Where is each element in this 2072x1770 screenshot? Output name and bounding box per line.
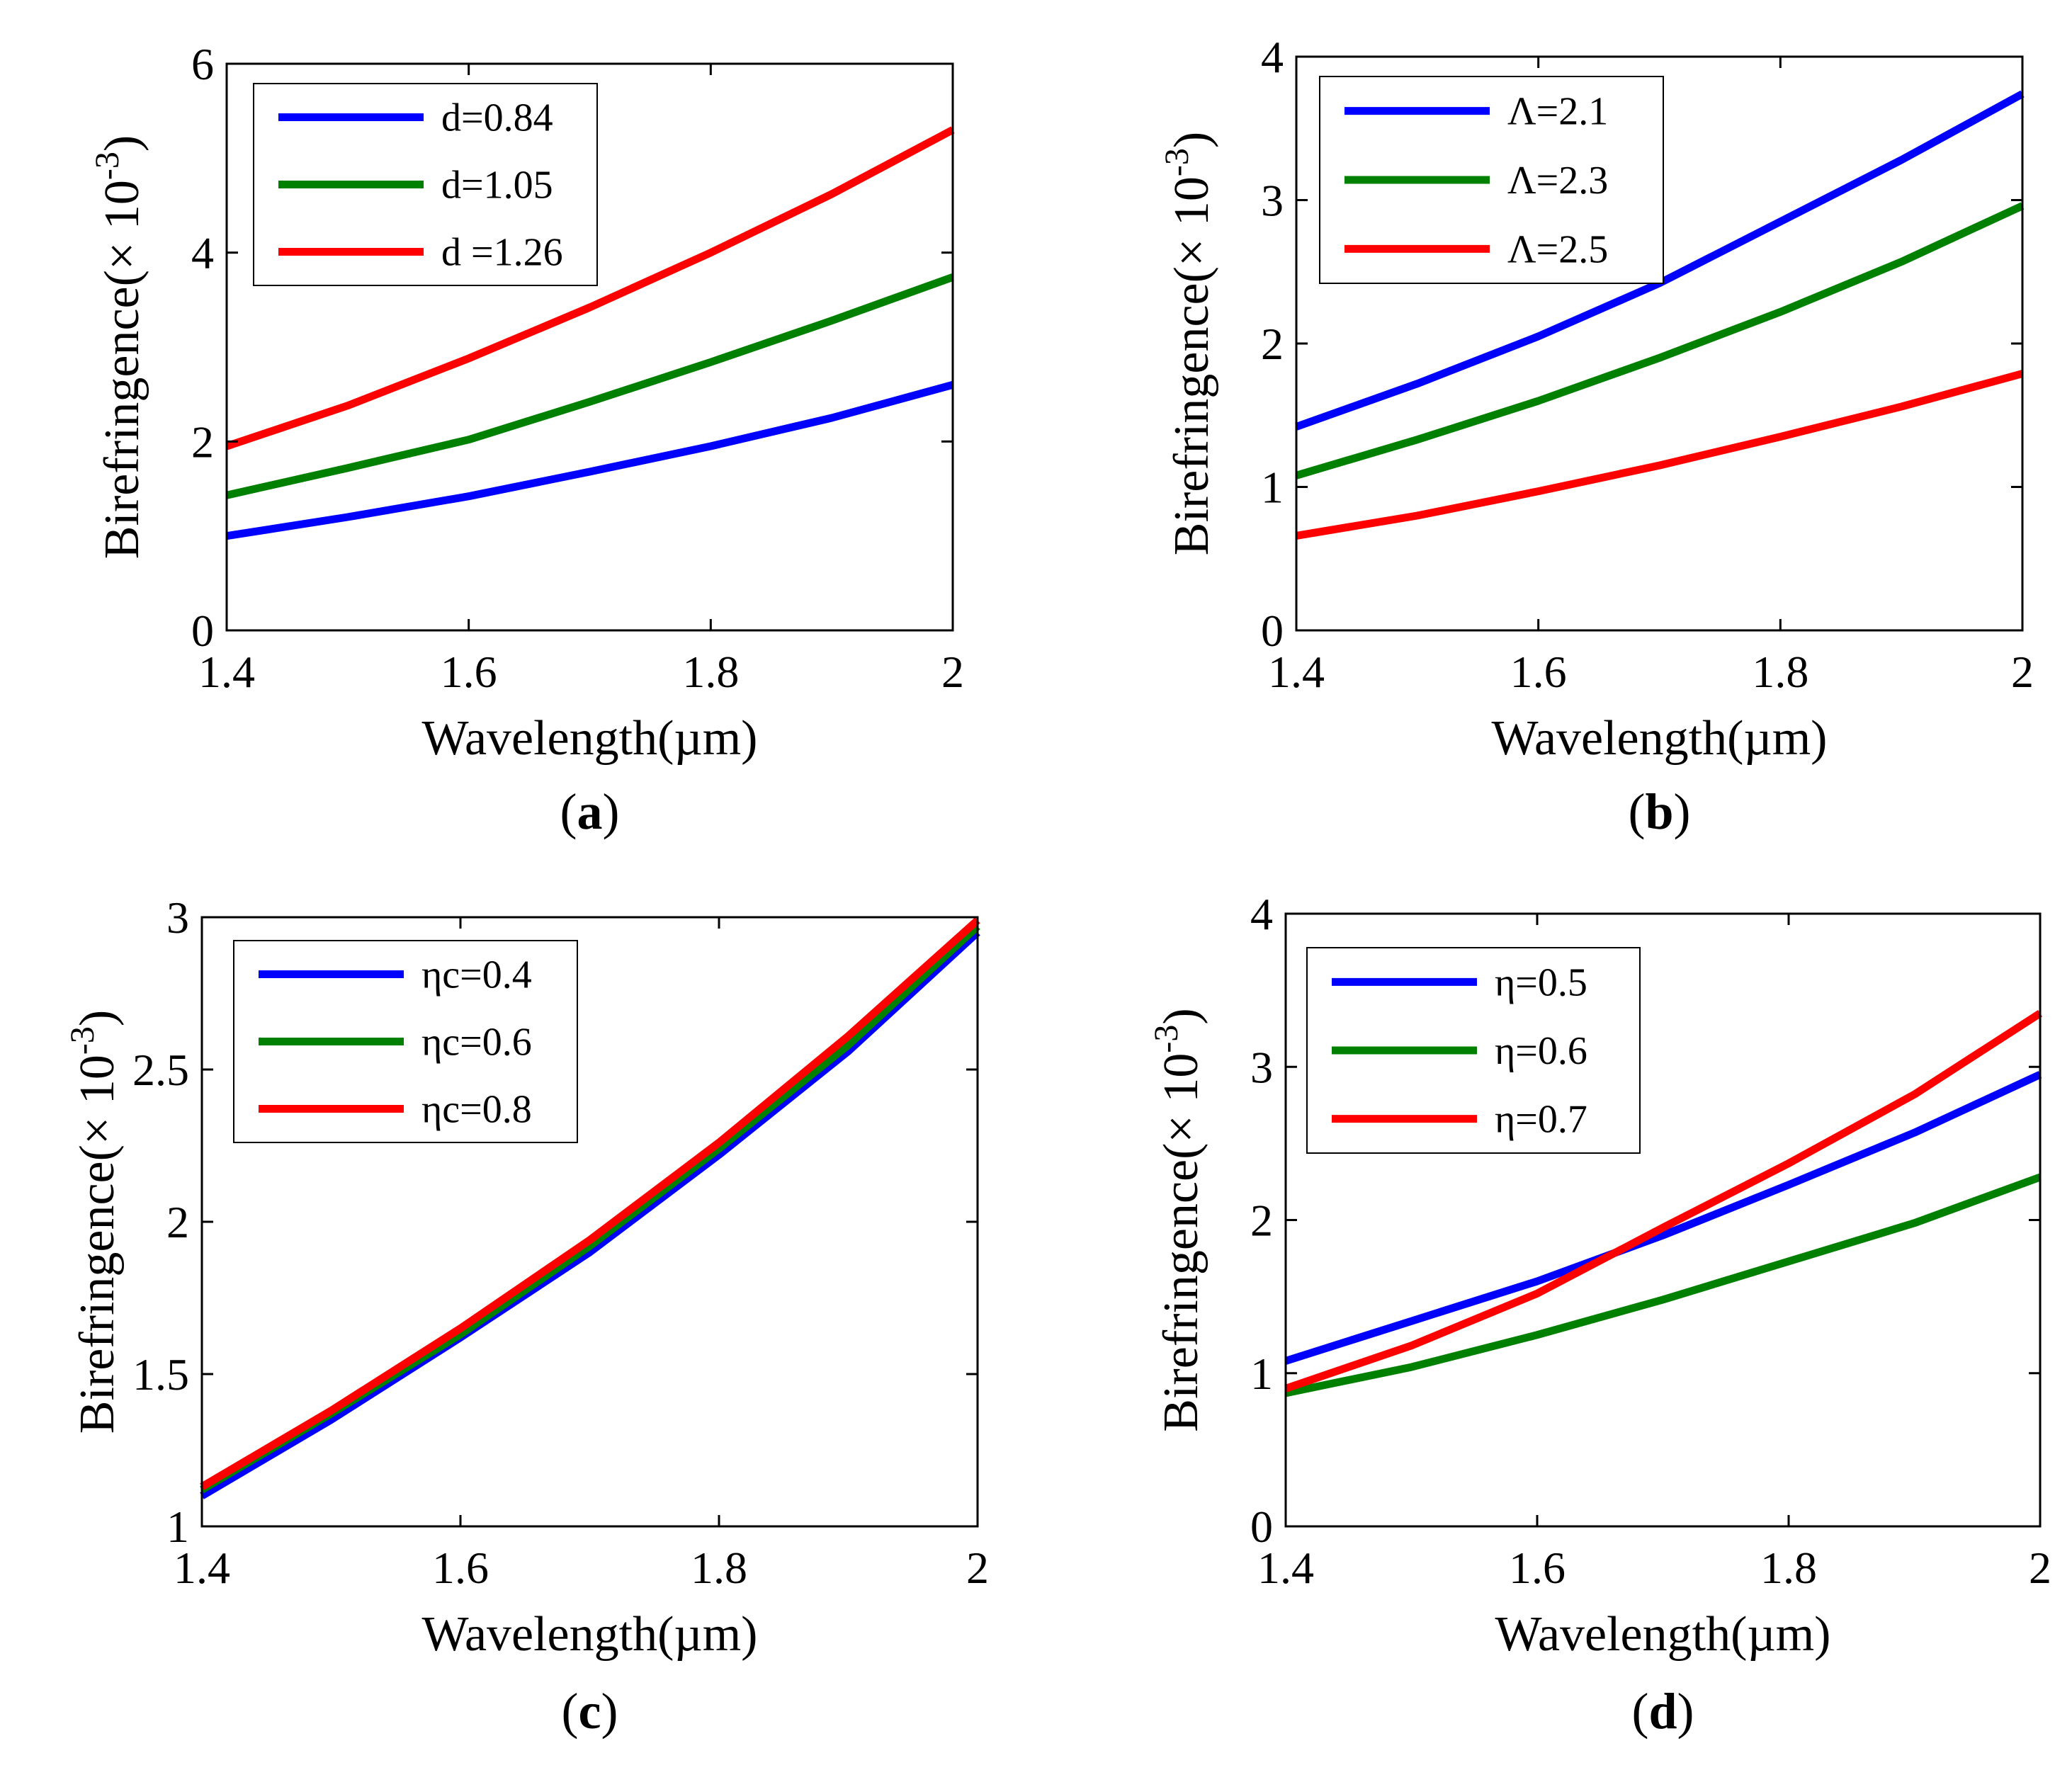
y-tick-label: 2 (1250, 1196, 1273, 1246)
y-axis-label-close: ) (95, 135, 149, 152)
series-line-3 (1296, 370, 2024, 540)
y-tick-label: 2 (1261, 319, 1284, 369)
legend: d=0.84 d=1.05 d =1.26 (253, 83, 598, 286)
chart-panel-d: 1.4 1.6 1.8 2 0 1 2 3 4 Wavelength(µm) Birefringen… (1148, 889, 2051, 1740)
legend-label-2: Λ=2.3 (1507, 159, 1608, 203)
y-tick-label: 3 (166, 892, 189, 943)
y-tick-label: 1 (1250, 1349, 1273, 1399)
legend-label-1: ηc=0.4 (421, 953, 532, 997)
y-axis-label-exponent: -3 (1158, 148, 1196, 176)
x-tick-label: 1.4 (1257, 1543, 1314, 1593)
chart-panel-c: 1.4 1.6 1.8 2 1 1.5 2 2.5 3 Wavelength(µm) Birefri… (64, 892, 989, 1740)
legend-label-2: ηc=0.6 (421, 1021, 532, 1065)
y-tick-label: 6 (191, 39, 214, 89)
y-axis-label: Birefringence(× 10-3) (1158, 132, 1219, 555)
y-axis-label-exponent: -3 (1148, 1025, 1185, 1053)
x-tick-label: 1.8 (1752, 647, 1808, 697)
panel-caption: (d) (1631, 1683, 1694, 1740)
chart-panel-b: 1.4 1.6 1.8 2 0 1 2 3 4 Wavelength(µm) Birefringen… (1158, 32, 2034, 840)
legend: η=0.5 η=0.6 η=0.7 (1306, 947, 1641, 1154)
series-line-3 (225, 126, 955, 450)
y-tick-label: 0 (1261, 606, 1284, 656)
legend-label-2: η=0.6 (1495, 1029, 1587, 1073)
y-axis-label: Birefringence(× 10-3) (89, 135, 149, 559)
x-axis-label: Wavelength(µm) (422, 1607, 758, 1662)
x-tick-label: 2 (2011, 647, 2034, 697)
y-tick-label: 2 (166, 1197, 189, 1247)
x-axis-label: Wavelength(µm) (1495, 1607, 1831, 1662)
x-tick-label: 2 (941, 647, 964, 697)
y-axis-label-text: Birefringence(× 10 (1165, 176, 1219, 555)
y-axis-label-exponent: -3 (64, 1026, 101, 1055)
panel-caption: (c) (562, 1683, 618, 1740)
y-tick-label: 0 (191, 606, 214, 656)
y-tick-label: 1 (1261, 463, 1284, 513)
x-axis-label: Wavelength(µm) (422, 711, 758, 766)
x-tick-label: 1.4 (174, 1543, 230, 1593)
legend-label-1: η=0.5 (1495, 960, 1587, 1004)
x-tick-label: 1.6 (432, 1543, 489, 1593)
legend-label-3: η=0.7 (1495, 1098, 1587, 1142)
x-tick-label: 1.6 (1510, 647, 1567, 697)
legend-label-2: d=1.05 (441, 164, 553, 208)
series-line-3 (1284, 1009, 2042, 1392)
legend-label-3: Λ=2.5 (1507, 227, 1608, 271)
y-tick-label: 2 (191, 416, 214, 467)
legend-label-3: d =1.26 (441, 231, 563, 275)
series-line-1 (200, 929, 980, 1499)
series-line-2 (1295, 202, 2025, 480)
panel-caption: (b) (1628, 783, 1690, 840)
x-tick-label: 2 (2029, 1543, 2051, 1593)
y-tick-label: 1 (166, 1502, 189, 1552)
x-tick-label: 1.8 (1760, 1543, 1817, 1593)
x-tick-label: 2 (966, 1543, 989, 1593)
y-axis-label: Birefringence(× 10-3) (64, 1010, 125, 1434)
y-axis-label: Birefringence(× 10-3) (1148, 1008, 1208, 1431)
legend-label-3: ηc=0.8 (421, 1088, 532, 1132)
legend: ηc=0.4 ηc=0.6 ηc=0.8 (233, 940, 578, 1143)
series-line-3 (200, 917, 980, 1490)
y-axis-label-text: Birefringence(× 10 (70, 1055, 125, 1434)
legend-label-1: d=0.84 (441, 96, 553, 140)
y-axis-label-text: Birefringence(× 10 (95, 180, 149, 559)
y-tick-label: 2.5 (132, 1045, 189, 1095)
panel-caption: (a) (560, 783, 620, 840)
y-axis-label-exponent: -3 (89, 152, 126, 180)
series-line-1 (226, 380, 954, 540)
series-line-1 (1284, 1071, 2042, 1365)
series-line-2 (225, 273, 954, 499)
chart-panel-a: 1.4 1.6 1.8 2 0 2 4 6 Wavelength(µm) Birefringenc… (89, 39, 964, 840)
y-tick-label: 4 (1261, 32, 1284, 82)
y-tick-label: 0 (1250, 1502, 1273, 1552)
x-axis-label: Wavelength(µm) (1492, 711, 1828, 766)
y-tick-label: 4 (1250, 889, 1273, 939)
legend: Λ=2.1 Λ=2.3 Λ=2.5 (1319, 76, 1664, 284)
x-tick-label: 1.4 (1268, 647, 1325, 697)
y-axis-label-close: ) (70, 1010, 125, 1026)
x-tick-label: 1.6 (1509, 1543, 1566, 1593)
plot-frame (225, 62, 954, 632)
series-line-2 (1284, 1173, 2042, 1397)
x-tick-label: 1.6 (441, 647, 497, 697)
legend-label-1: Λ=2.1 (1507, 90, 1608, 134)
y-axis-label-close: ) (1165, 132, 1219, 148)
y-tick-label: 3 (1250, 1042, 1273, 1092)
y-tick-label: 3 (1261, 176, 1284, 226)
y-axis-label-close: ) (1154, 1008, 1208, 1024)
y-tick-label: 4 (191, 228, 214, 278)
x-tick-label: 1.8 (682, 647, 739, 697)
y-axis-label-text: Birefringence(× 10 (1154, 1053, 1208, 1432)
y-tick-label: 1.5 (132, 1349, 189, 1400)
x-tick-label: 1.4 (198, 647, 255, 697)
x-tick-label: 1.8 (691, 1543, 747, 1593)
